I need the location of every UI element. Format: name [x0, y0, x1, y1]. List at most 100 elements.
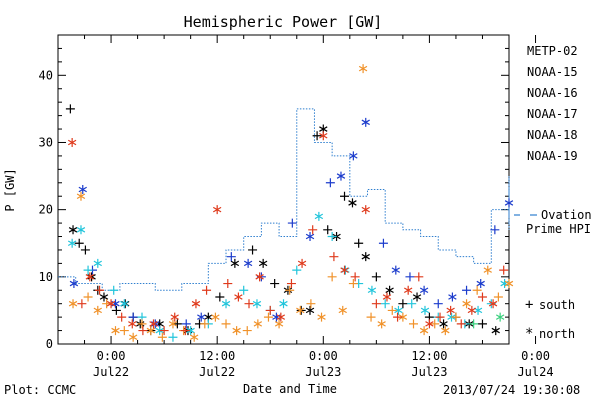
south-marker	[407, 299, 417, 309]
north-marker	[504, 198, 514, 208]
marker-legend-label: north	[539, 327, 575, 341]
north-marker	[68, 225, 78, 235]
y-tick-label: 30	[39, 135, 53, 149]
south-marker	[157, 332, 167, 342]
north-marker	[120, 299, 129, 309]
south-marker	[109, 285, 119, 295]
north-marker	[420, 305, 430, 315]
y-tick-label: 10	[39, 270, 53, 284]
north-marker	[68, 299, 78, 309]
north-marker	[255, 272, 264, 282]
south-marker	[408, 319, 418, 329]
north-marker	[394, 305, 403, 315]
x-tick-time-label: 0:00	[309, 349, 338, 363]
y-tick-label: 40	[39, 68, 53, 82]
north-marker	[446, 305, 455, 315]
footer-plot-credit: Plot: CCMC	[4, 383, 76, 397]
north-marker	[234, 292, 243, 302]
south-marker	[223, 279, 233, 289]
x-tick-time-label: 0:00	[521, 349, 550, 363]
south-marker	[371, 299, 381, 309]
south-marker	[398, 299, 408, 309]
y-axis: 0 10 20 30 40	[39, 47, 509, 351]
north-marker	[274, 319, 284, 329]
south-marker	[308, 225, 318, 235]
south-marker	[469, 319, 479, 329]
south-marker	[202, 285, 212, 295]
south-marker	[380, 299, 390, 309]
north-marker	[168, 319, 178, 329]
north-marker	[314, 211, 324, 221]
y-tick-label: 20	[39, 203, 53, 217]
north-marker	[93, 305, 102, 315]
north-marker	[467, 305, 477, 315]
x-tick-time-label: 0:00	[97, 349, 126, 363]
south-marker	[292, 265, 302, 275]
south-marker	[128, 312, 138, 322]
south-marker	[74, 238, 84, 248]
marker-legend-symbol: *	[525, 326, 533, 342]
north-marker	[128, 319, 137, 329]
legend-entry-noaa-17: NOAA-17	[527, 107, 578, 121]
south-marker	[172, 319, 182, 329]
south-marker	[287, 218, 297, 228]
legend-entry-noaa-18: NOAA-18	[527, 128, 578, 142]
north-marker	[243, 258, 253, 268]
north-marker	[99, 292, 109, 302]
x-tick-date-label: Jul24	[517, 365, 553, 379]
north-marker	[476, 279, 485, 289]
south-marker	[117, 312, 127, 322]
ovation-prime-hpi-line	[58, 108, 510, 291]
south-marker	[248, 245, 258, 255]
south-marker	[340, 191, 350, 201]
south-marker	[215, 292, 225, 302]
south-marker	[430, 319, 440, 329]
north-marker	[191, 299, 201, 309]
south-marker	[138, 326, 148, 336]
x-tick-time-label: 12:00	[411, 349, 447, 363]
north-marker	[361, 252, 370, 262]
south-marker	[285, 285, 295, 295]
south-marker	[477, 319, 487, 329]
south-marker	[493, 292, 503, 302]
north-marker	[385, 285, 394, 295]
south-marker	[221, 319, 231, 329]
south-marker	[77, 299, 87, 309]
north-marker	[93, 258, 102, 268]
south-marker	[354, 238, 364, 248]
north-marker	[76, 225, 86, 235]
north-marker	[252, 299, 262, 309]
north-marker	[276, 312, 286, 322]
y-tick-label: 0	[46, 337, 53, 351]
north-marker	[111, 299, 120, 309]
north-marker	[358, 64, 368, 74]
south-marker	[200, 319, 210, 329]
north-marker	[211, 312, 220, 322]
south-marker	[433, 299, 443, 309]
legend: METP-02 NOAA-15 NOAA-16 NOAA-17 NOAA-18 NOAA-…	[514, 44, 592, 236]
south-marker	[239, 285, 249, 295]
x-axis: 0:00 Jul22 12:00 Jul22 0:00 Jul23 12:00 Jul23 0:…	[57, 35, 554, 379]
north-marker	[448, 292, 457, 302]
south-marker	[323, 225, 333, 235]
south-marker	[263, 312, 273, 322]
north-marker	[189, 332, 199, 342]
north-marker	[296, 305, 305, 315]
footer-timestamp: 2013/07/24 19:30:08	[443, 383, 580, 397]
north-marker	[336, 171, 346, 181]
north-marker	[495, 312, 505, 322]
south-marker	[387, 305, 397, 315]
south-marker	[244, 299, 254, 309]
north-marker	[398, 312, 408, 322]
south-marker	[226, 252, 236, 262]
south-marker	[366, 312, 376, 322]
south-marker	[329, 252, 339, 262]
south-marker	[327, 232, 337, 242]
north-marker	[305, 305, 315, 315]
north-marker	[128, 332, 138, 342]
plot-frame	[57, 34, 510, 345]
x-axis-label: Date and Time	[243, 382, 337, 396]
north-marker	[377, 319, 386, 329]
north-marker	[504, 279, 514, 289]
marker-legend-label: south	[539, 298, 575, 312]
